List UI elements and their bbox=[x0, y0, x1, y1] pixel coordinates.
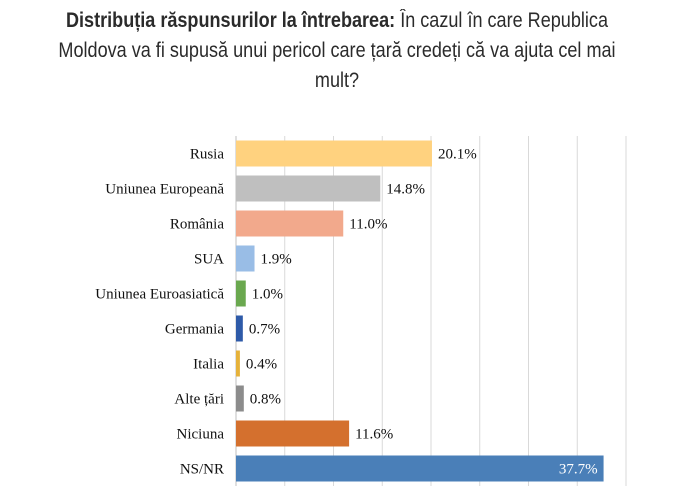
value-label: 14.8% bbox=[386, 182, 425, 198]
bar bbox=[236, 385, 244, 412]
bar bbox=[236, 455, 604, 482]
category-label: SUA bbox=[194, 252, 224, 268]
bar bbox=[236, 280, 246, 307]
category-label: România bbox=[170, 217, 224, 233]
bar bbox=[236, 315, 243, 342]
bar bbox=[236, 210, 344, 237]
chart-title-rest: În cazul în care Republica Moldova va fi… bbox=[58, 9, 616, 92]
bar bbox=[236, 175, 381, 202]
chart-title-bold: Distribuția răspunsurilor la întrebarea: bbox=[65, 9, 396, 32]
value-label: 0.8% bbox=[250, 392, 281, 408]
bar bbox=[236, 420, 350, 447]
value-label: 0.7% bbox=[249, 322, 280, 338]
bar bbox=[236, 245, 255, 272]
category-label: Uniunea Euroasiatică bbox=[95, 287, 224, 303]
value-label: 0.4% bbox=[246, 357, 277, 373]
category-label: Alte țări bbox=[174, 392, 224, 408]
bar bbox=[236, 350, 240, 377]
value-label: 1.9% bbox=[261, 252, 292, 268]
category-label: Niciuna bbox=[177, 427, 225, 443]
value-label: 11.0% bbox=[349, 217, 387, 233]
category-label: Germania bbox=[165, 322, 224, 338]
value-label: 37.7% bbox=[559, 462, 598, 478]
bar bbox=[236, 140, 432, 167]
category-label: Italia bbox=[193, 357, 224, 373]
category-label: Uniunea Europeană bbox=[105, 182, 224, 198]
value-label: 20.1% bbox=[438, 147, 477, 163]
value-label: 11.6% bbox=[355, 427, 393, 443]
category-label: Rusia bbox=[190, 147, 225, 163]
category-label: NS/NR bbox=[180, 462, 224, 478]
chart-title: Distribuția răspunsurilor la întrebarea:… bbox=[47, 6, 627, 96]
value-label: 1.0% bbox=[252, 287, 283, 303]
